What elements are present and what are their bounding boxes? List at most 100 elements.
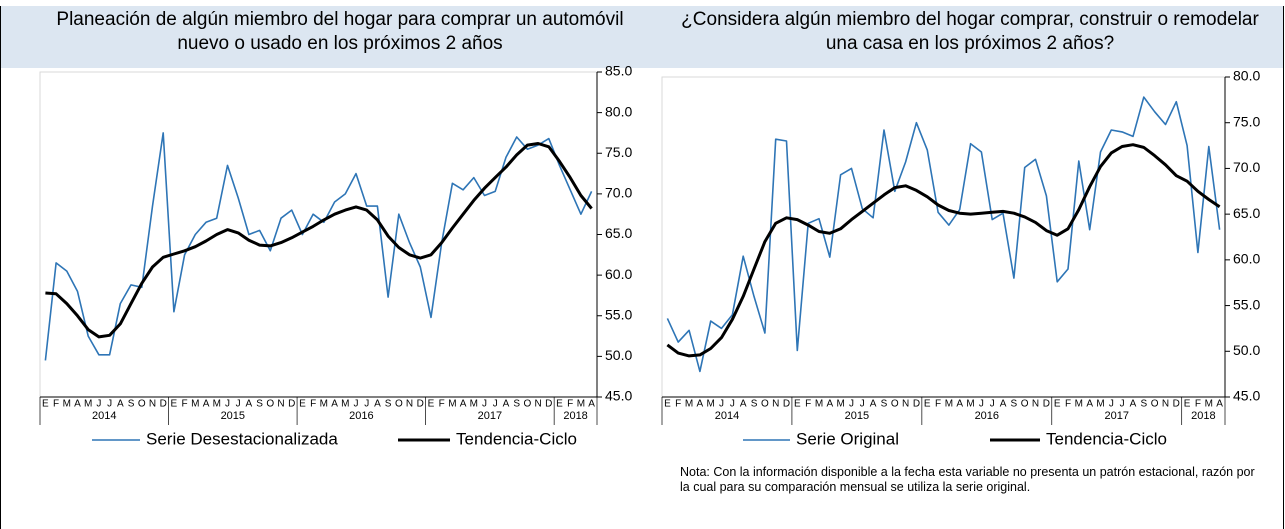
x-tick-label: J bbox=[979, 399, 984, 410]
y-tick-label: 65.0 bbox=[605, 225, 632, 241]
x-tick-label: A bbox=[203, 399, 210, 410]
x-tick-label: J bbox=[990, 399, 995, 410]
y-tick-label: 80.0 bbox=[1233, 68, 1260, 84]
x-tick-label: J bbox=[860, 399, 865, 410]
y-tick-label: 45.0 bbox=[1233, 388, 1260, 404]
x-tick-label: J bbox=[719, 399, 724, 410]
x-tick-label: F bbox=[935, 399, 941, 410]
x-tick-label: S bbox=[513, 399, 520, 410]
x-tick-label: M bbox=[945, 399, 953, 410]
x-tick-label: O bbox=[1021, 399, 1029, 410]
plot-area bbox=[39, 71, 598, 398]
y-tick-label: 70.0 bbox=[1233, 159, 1260, 175]
x-tick-label: M bbox=[341, 399, 349, 410]
y-tick-label: 50.0 bbox=[1233, 342, 1260, 358]
y-tick-label: 60.0 bbox=[1233, 251, 1260, 267]
x-tick-label: M bbox=[191, 399, 199, 410]
x-tick-label: J bbox=[1120, 399, 1125, 410]
x-tick-label: J bbox=[1109, 399, 1114, 410]
x-tick-label: D bbox=[913, 399, 920, 410]
y-tick-label: 55.0 bbox=[1233, 296, 1260, 312]
x-tick-label: F bbox=[805, 399, 811, 410]
x-tick-label: J bbox=[107, 399, 112, 410]
x-tick-label: J bbox=[730, 399, 735, 410]
y-tick-label: 85.0 bbox=[605, 63, 632, 79]
x-tick-label: A bbox=[74, 399, 81, 410]
x-tick-label: F bbox=[567, 399, 573, 410]
legend-label: Tendencia-Ciclo bbox=[1046, 429, 1167, 448]
x-tick-label: A bbox=[870, 399, 877, 410]
x-tick-label: M bbox=[815, 399, 823, 410]
x-tick-label: A bbox=[1086, 399, 1093, 410]
x-tick-label: J bbox=[96, 399, 101, 410]
x-tick-label: O bbox=[138, 399, 146, 410]
x-tick-label: S bbox=[881, 399, 888, 410]
x-tick-label: A bbox=[1216, 399, 1223, 410]
x-tick-label: J bbox=[353, 399, 358, 410]
x-tick-label: O bbox=[523, 399, 531, 410]
x-tick-label: F bbox=[53, 399, 59, 410]
x-tick-label: O bbox=[1151, 399, 1159, 410]
x-tick-label: D bbox=[783, 399, 790, 410]
x-tick-label: S bbox=[1140, 399, 1147, 410]
x-tick-label: A bbox=[1130, 399, 1137, 410]
x-tick-label: E bbox=[428, 399, 435, 410]
x-tick-label: M bbox=[577, 399, 585, 410]
x-tick-label: E bbox=[924, 399, 931, 410]
x-tick-label: M bbox=[966, 399, 974, 410]
header-band bbox=[1, 6, 1283, 68]
y-tick-label: 50.0 bbox=[605, 347, 632, 363]
x-tick-label: A bbox=[460, 399, 467, 410]
x-tick-label: N bbox=[149, 399, 156, 410]
x-tick-label: E bbox=[1054, 399, 1061, 410]
x-tick-label: O bbox=[761, 399, 769, 410]
year-label: 2017 bbox=[478, 410, 502, 422]
series-line bbox=[44, 132, 593, 361]
x-tick-label: M bbox=[470, 399, 478, 410]
x-tick-label: N bbox=[534, 399, 541, 410]
x-tick-label: D bbox=[288, 399, 295, 410]
x-tick-label: F bbox=[439, 399, 445, 410]
y-tick-label: 80.0 bbox=[605, 103, 632, 119]
x-tick-label: J bbox=[493, 399, 498, 410]
x-tick-label: A bbox=[117, 399, 124, 410]
x-tick-label: E bbox=[171, 399, 178, 410]
x-tick-label: F bbox=[182, 399, 188, 410]
x-tick-label: E bbox=[42, 399, 49, 410]
year-label: 2014 bbox=[715, 410, 739, 422]
year-label: 2017 bbox=[1104, 410, 1128, 422]
x-tick-label: E bbox=[664, 399, 671, 410]
x-tick-label: A bbox=[740, 399, 747, 410]
year-label: 2016 bbox=[975, 410, 999, 422]
x-tick-label: M bbox=[84, 399, 92, 410]
year-label: 2018 bbox=[563, 410, 587, 422]
x-tick-label: S bbox=[128, 399, 135, 410]
x-tick-label: M bbox=[707, 399, 715, 410]
year-label: 2016 bbox=[349, 410, 373, 422]
x-tick-label: N bbox=[406, 399, 413, 410]
x-tick-label: F bbox=[1195, 399, 1201, 410]
x-tick-label: A bbox=[956, 399, 963, 410]
x-tick-label: M bbox=[213, 399, 221, 410]
x-tick-label: A bbox=[374, 399, 381, 410]
year-label: 2014 bbox=[92, 410, 116, 422]
x-tick-label: F bbox=[1065, 399, 1071, 410]
x-tick-label: O bbox=[395, 399, 403, 410]
x-tick-label: M bbox=[448, 399, 456, 410]
year-label: 2018 bbox=[1191, 410, 1215, 422]
legend-label: Serie Original bbox=[796, 429, 899, 448]
x-tick-label: S bbox=[1011, 399, 1018, 410]
plot-area bbox=[661, 76, 1226, 398]
year-label: 2015 bbox=[845, 410, 869, 422]
x-tick-label: M bbox=[836, 399, 844, 410]
x-tick-label: O bbox=[891, 399, 899, 410]
x-tick-label: M bbox=[685, 399, 693, 410]
x-tick-label: O bbox=[266, 399, 274, 410]
x-tick-label: D bbox=[545, 399, 552, 410]
x-tick-label: A bbox=[588, 399, 595, 410]
legend-label: Serie Desestacionalizada bbox=[146, 429, 338, 448]
x-tick-label: M bbox=[1096, 399, 1104, 410]
x-tick-label: M bbox=[1075, 399, 1083, 410]
x-tick-label: F bbox=[310, 399, 316, 410]
y-tick-label: 75.0 bbox=[605, 144, 632, 160]
